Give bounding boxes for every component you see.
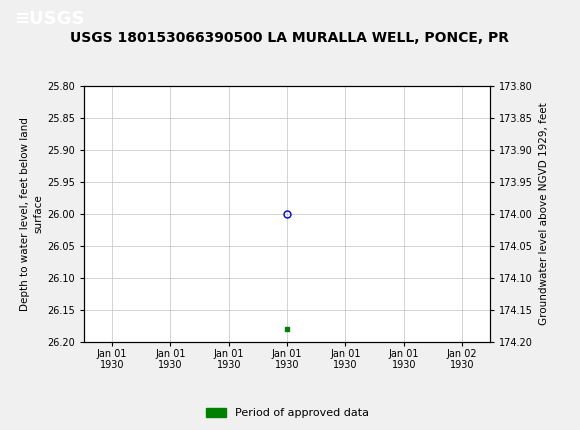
Y-axis label: Depth to water level, feet below land
surface: Depth to water level, feet below land su… bbox=[20, 117, 43, 311]
Y-axis label: Groundwater level above NGVD 1929, feet: Groundwater level above NGVD 1929, feet bbox=[539, 102, 549, 326]
Text: ≡USGS: ≡USGS bbox=[14, 10, 85, 28]
Legend: Period of approved data: Period of approved data bbox=[206, 408, 368, 418]
Text: USGS 180153066390500 LA MURALLA WELL, PONCE, PR: USGS 180153066390500 LA MURALLA WELL, PO… bbox=[71, 31, 509, 45]
